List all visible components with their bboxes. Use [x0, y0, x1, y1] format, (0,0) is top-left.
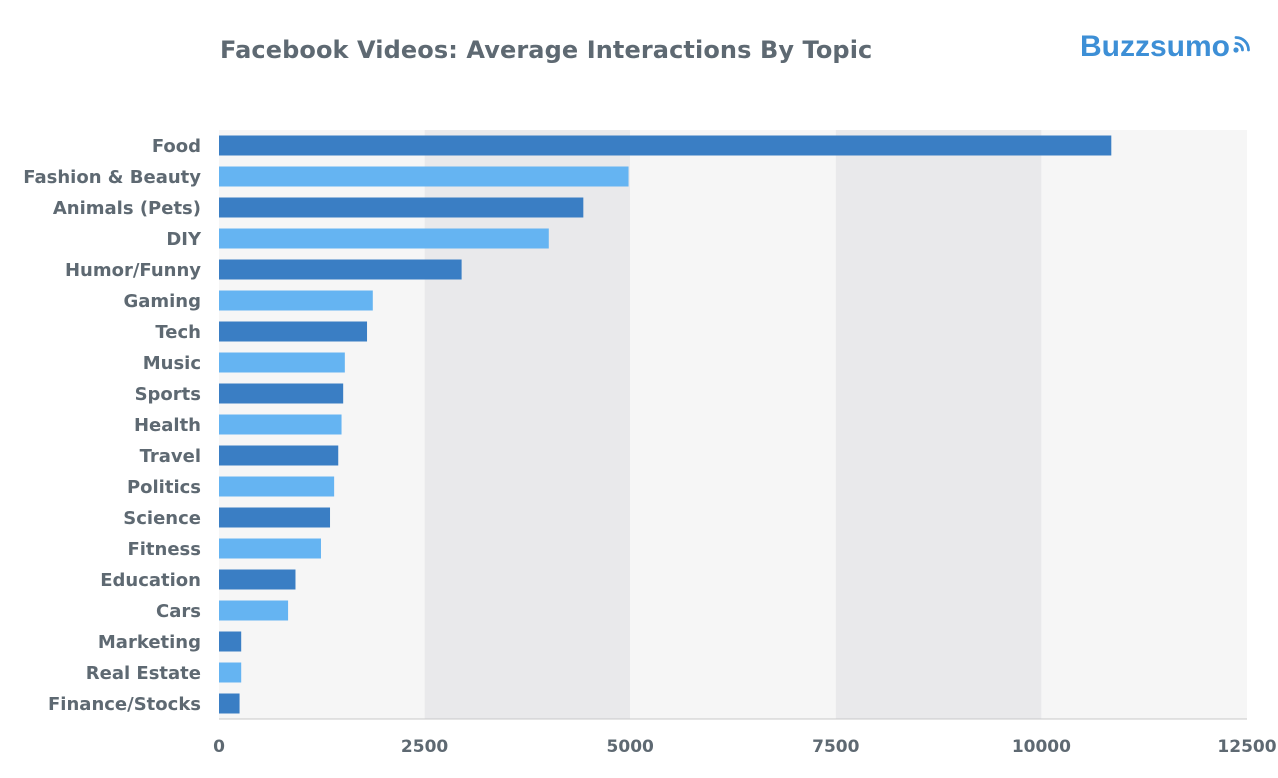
- brand-logo: Buzzsumo: [1080, 30, 1253, 64]
- category-label: Health: [134, 415, 201, 436]
- category-label: Humor/Funny: [65, 260, 201, 281]
- bar: [219, 321, 368, 342]
- bars: [219, 135, 1112, 714]
- x-tick-label: 12500: [1217, 737, 1276, 757]
- bar: [219, 662, 242, 683]
- category-label: Fashion & Beauty: [23, 167, 201, 188]
- bar: [219, 166, 629, 187]
- category-label: Education: [100, 570, 201, 591]
- bar: [219, 352, 345, 373]
- category-label: DIY: [166, 229, 202, 250]
- x-tick-label: 5000: [607, 737, 654, 757]
- bar: [219, 538, 321, 559]
- bar: [219, 259, 462, 280]
- signal-wave-icon: [1233, 36, 1250, 53]
- grid-bands: [219, 130, 1247, 719]
- category-label: Science: [123, 508, 201, 529]
- bar: [219, 631, 242, 652]
- grid-band: [424, 130, 631, 719]
- grid-band: [1041, 130, 1247, 719]
- category-labels: Food Fashion & Beauty Animals (Pets) DIY Hum…: [23, 136, 202, 715]
- category-label: Politics: [127, 477, 201, 498]
- chart-title: Facebook Videos: Average Interactions By…: [220, 36, 873, 64]
- category-label: Music: [143, 353, 201, 374]
- category-label: Travel: [140, 446, 201, 467]
- bar: [219, 228, 549, 249]
- bar: [219, 476, 335, 497]
- bar: [219, 414, 342, 435]
- bar: [219, 693, 240, 714]
- bar: [219, 383, 344, 404]
- grid-band: [835, 130, 1042, 719]
- x-axis: 0 2500 5000 7500 10000 12500: [213, 718, 1277, 757]
- bar: [219, 507, 331, 528]
- category-label: Gaming: [123, 291, 201, 312]
- bar: [219, 600, 289, 621]
- x-tick-label: 0: [213, 737, 225, 757]
- x-tick-label: 2500: [401, 737, 448, 757]
- category-label: Finance/Stocks: [48, 694, 201, 715]
- category-label: Animals (Pets): [53, 198, 201, 219]
- bar: [219, 197, 584, 218]
- category-label: Real Estate: [86, 663, 201, 684]
- bar: [219, 569, 296, 590]
- category-label: Marketing: [98, 632, 201, 653]
- category-label: Fitness: [127, 539, 201, 560]
- bar: [219, 445, 339, 466]
- category-label: Sports: [135, 384, 201, 405]
- x-tick-label: 7500: [812, 737, 859, 757]
- brand-name: Buzzsumo: [1080, 30, 1230, 63]
- bar: [219, 290, 373, 311]
- category-label: Tech: [155, 322, 201, 343]
- category-label: Cars: [156, 601, 201, 622]
- bar: [219, 135, 1112, 156]
- x-tick-label: 10000: [1012, 737, 1071, 757]
- category-label: Food: [152, 136, 201, 157]
- grid-band: [630, 130, 836, 719]
